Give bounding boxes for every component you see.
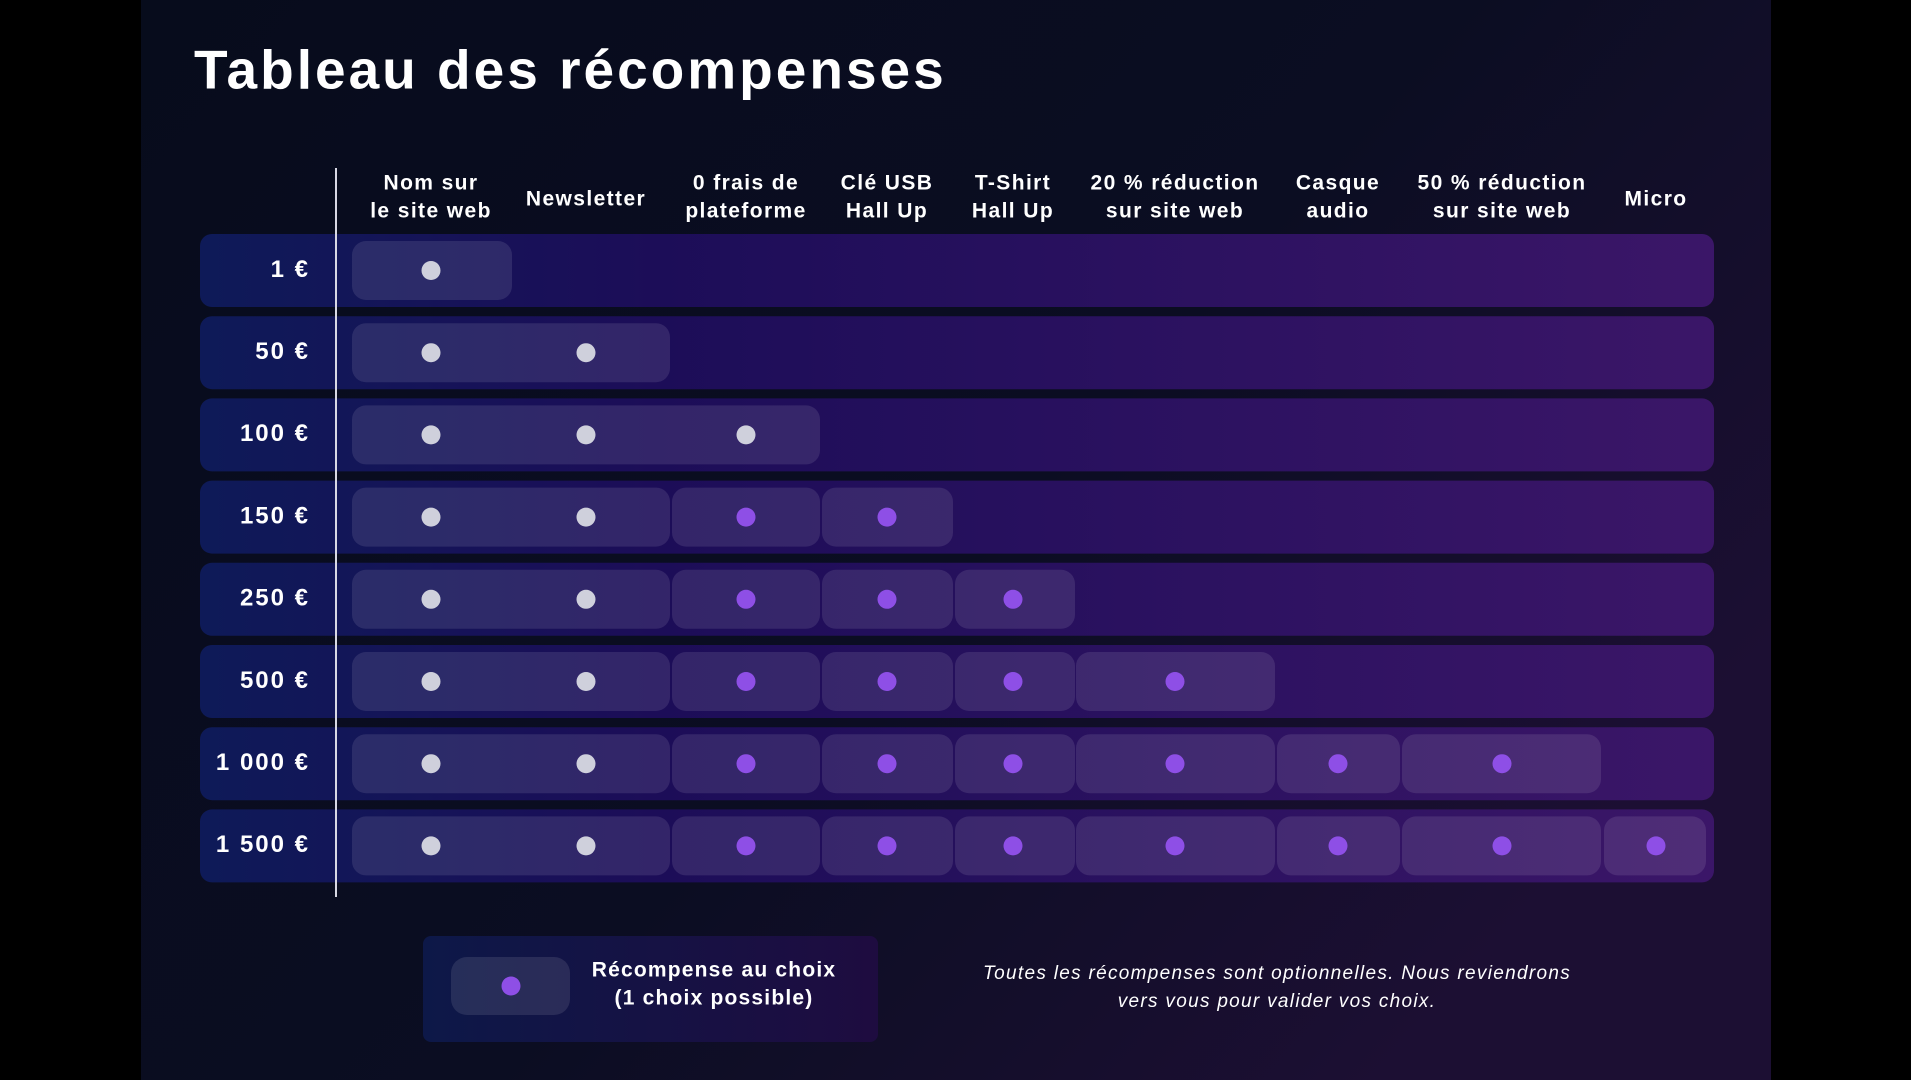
row-band [200,645,1714,718]
reward-dot [1003,672,1023,691]
reward-dot [576,343,596,363]
reward-dot [576,836,596,856]
tier-label: 1 € [271,256,310,283]
tier-label: 150 € [240,502,310,529]
reward-dot [1003,836,1023,856]
reward-pill [352,323,670,383]
tier-label: 100 € [240,420,310,447]
reward-dot [1165,672,1185,691]
reward-dot [1165,754,1185,774]
reward-dot [736,836,756,856]
reward-dot [576,672,596,691]
row-band [200,809,1714,883]
reward-dot [1646,836,1666,856]
tier-label: 1 500 € [216,831,310,858]
legend-box [423,936,878,1042]
reward-pill [352,652,670,711]
column-header: Hall Up [846,200,928,223]
reward-dot [421,754,441,774]
reward-dot [576,589,596,609]
reward-pill [352,487,670,547]
reward-dot [736,425,756,445]
column-header: audio [1307,200,1370,223]
column-header: plateforme [685,200,806,223]
reward-dot [576,754,596,774]
reward-dot [736,672,756,691]
reward-dot [736,754,756,774]
reward-dot [421,589,441,609]
note-line: vers vous pour valider vos choix. [1118,991,1437,1012]
row-band [200,562,1714,636]
reward-pill [352,816,670,876]
reward-dot [1003,589,1023,609]
tier-label: 1 000 € [216,749,310,776]
title: Tableau des récompenses [194,39,947,101]
legend: Récompense au choix (1 choix possible) [501,959,837,1010]
reward-dot [877,589,897,609]
row-band [200,480,1714,554]
column-header: le site web [370,200,492,223]
reward-dot [877,754,897,774]
reward-pill [352,569,670,629]
column-header: 20 % réduction [1091,172,1260,195]
column-header: Nom sur [384,172,479,195]
legend-label: Récompense au choix [592,959,837,982]
column-header: Clé USB [841,172,934,195]
reward-dot [421,425,441,445]
reward-dot [736,507,756,527]
reward-dot [1328,836,1348,856]
column-header: 0 frais de [693,172,799,195]
column-header: Newsletter [526,188,646,211]
column-header: sur site web [1106,200,1244,223]
reward-dot [576,507,596,527]
note-line: Toutes les récompenses sont optionnelles… [983,963,1571,984]
reward-dot [1492,754,1512,774]
reward-dot [421,343,441,363]
footnote: Toutes les récompenses sont optionnelles… [983,963,1571,1012]
row-band [200,316,1714,390]
reward-dot [421,507,441,527]
column-header: 50 % réduction [1418,172,1587,195]
reward-dot [421,836,441,856]
reward-dot [877,836,897,856]
reward-dot [1003,754,1023,774]
column-header: T-Shirt [975,172,1051,195]
rewards-table: Nom sur le site web Newsletter 0 frais de pl… [200,172,1714,883]
reward-dot [1165,836,1185,856]
column-header: Hall Up [972,200,1054,223]
reward-dot [1492,836,1512,856]
row-band [200,234,1714,307]
row-band [200,727,1714,801]
legend-label: (1 choix possible) [615,987,814,1010]
legend-dot [501,976,521,996]
tier-label: 250 € [240,585,310,612]
tier-label: 50 € [255,338,310,365]
reward-dot [576,425,596,445]
reward-dot [1328,754,1348,774]
reward-dot [421,261,441,280]
column-header: sur site web [1433,200,1571,223]
row-band [200,398,1714,472]
reward-dot [736,589,756,609]
column-header: Casque [1296,172,1380,195]
column-header: Micro [1624,188,1687,211]
tier-label: 500 € [240,667,310,694]
reward-dot [877,672,897,691]
reward-dot [877,507,897,527]
reward-dot [421,672,441,691]
reward-pill [352,734,670,794]
